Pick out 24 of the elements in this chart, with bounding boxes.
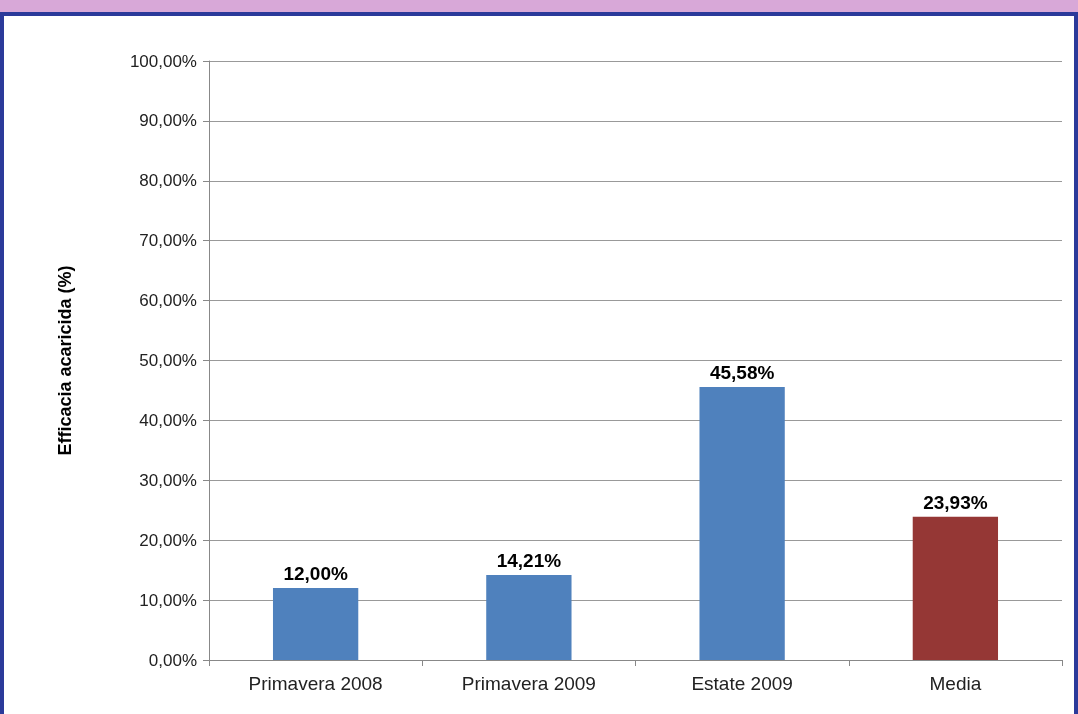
data-label: 14,21% bbox=[496, 549, 562, 571]
y-tick-label: 100,00% bbox=[129, 51, 197, 71]
bar bbox=[699, 386, 785, 660]
y-tick-label: 20,00% bbox=[139, 530, 197, 550]
y-tick-label: 80,00% bbox=[139, 171, 197, 191]
data-label: 12,00% bbox=[283, 563, 348, 585]
x-tick-label: Media bbox=[929, 673, 982, 694]
y-axis-title: Efficacia acaricida (%) bbox=[55, 265, 75, 456]
y-tick-label: 60,00% bbox=[139, 291, 197, 311]
y-tick-label: 10,00% bbox=[139, 590, 197, 610]
y-tick-label: 90,00% bbox=[139, 111, 197, 131]
bar bbox=[912, 516, 999, 660]
bar bbox=[272, 588, 359, 660]
x-tick-label: Primavera 2009 bbox=[461, 673, 596, 694]
y-tick-label: 0,00% bbox=[148, 650, 197, 670]
bar bbox=[486, 574, 572, 660]
y-tick-label: 40,00% bbox=[139, 410, 197, 430]
data-label: 23,93% bbox=[923, 491, 988, 513]
x-tick-label: Estate 2009 bbox=[691, 673, 793, 694]
data-label: 45,58% bbox=[709, 361, 775, 383]
x-tick-label: Primavera 2008 bbox=[248, 673, 383, 694]
y-tick-label: 70,00% bbox=[139, 231, 197, 251]
y-tick-label: 50,00% bbox=[139, 351, 197, 370]
y-tick-label: 30,00% bbox=[139, 470, 197, 490]
